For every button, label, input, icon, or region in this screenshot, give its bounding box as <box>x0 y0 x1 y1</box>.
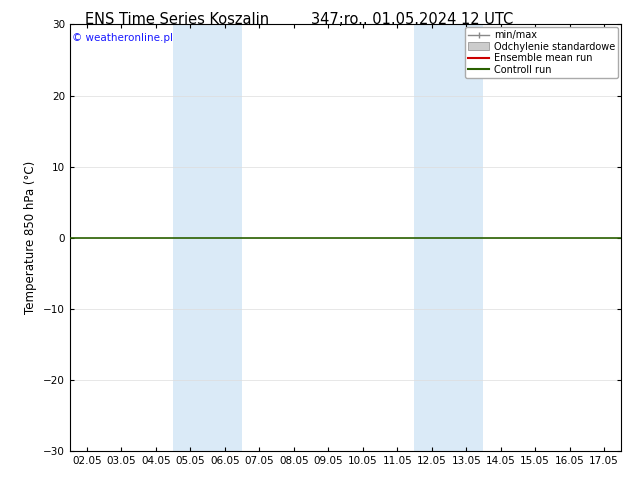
Bar <box>173 24 242 451</box>
Legend: min/max, Odchylenie standardowe, Ensemble mean run, Controll run: min/max, Odchylenie standardowe, Ensembl… <box>465 27 618 77</box>
Y-axis label: Temperature 850 hPa (°C): Temperature 850 hPa (°C) <box>25 161 37 314</box>
Text: 347;ro.. 01.05.2024 12 UTC: 347;ro.. 01.05.2024 12 UTC <box>311 12 514 27</box>
Text: © weatheronline.pl: © weatheronline.pl <box>72 33 174 43</box>
Bar <box>415 24 483 451</box>
Text: ENS Time Series Koszalin: ENS Time Series Koszalin <box>86 12 269 27</box>
